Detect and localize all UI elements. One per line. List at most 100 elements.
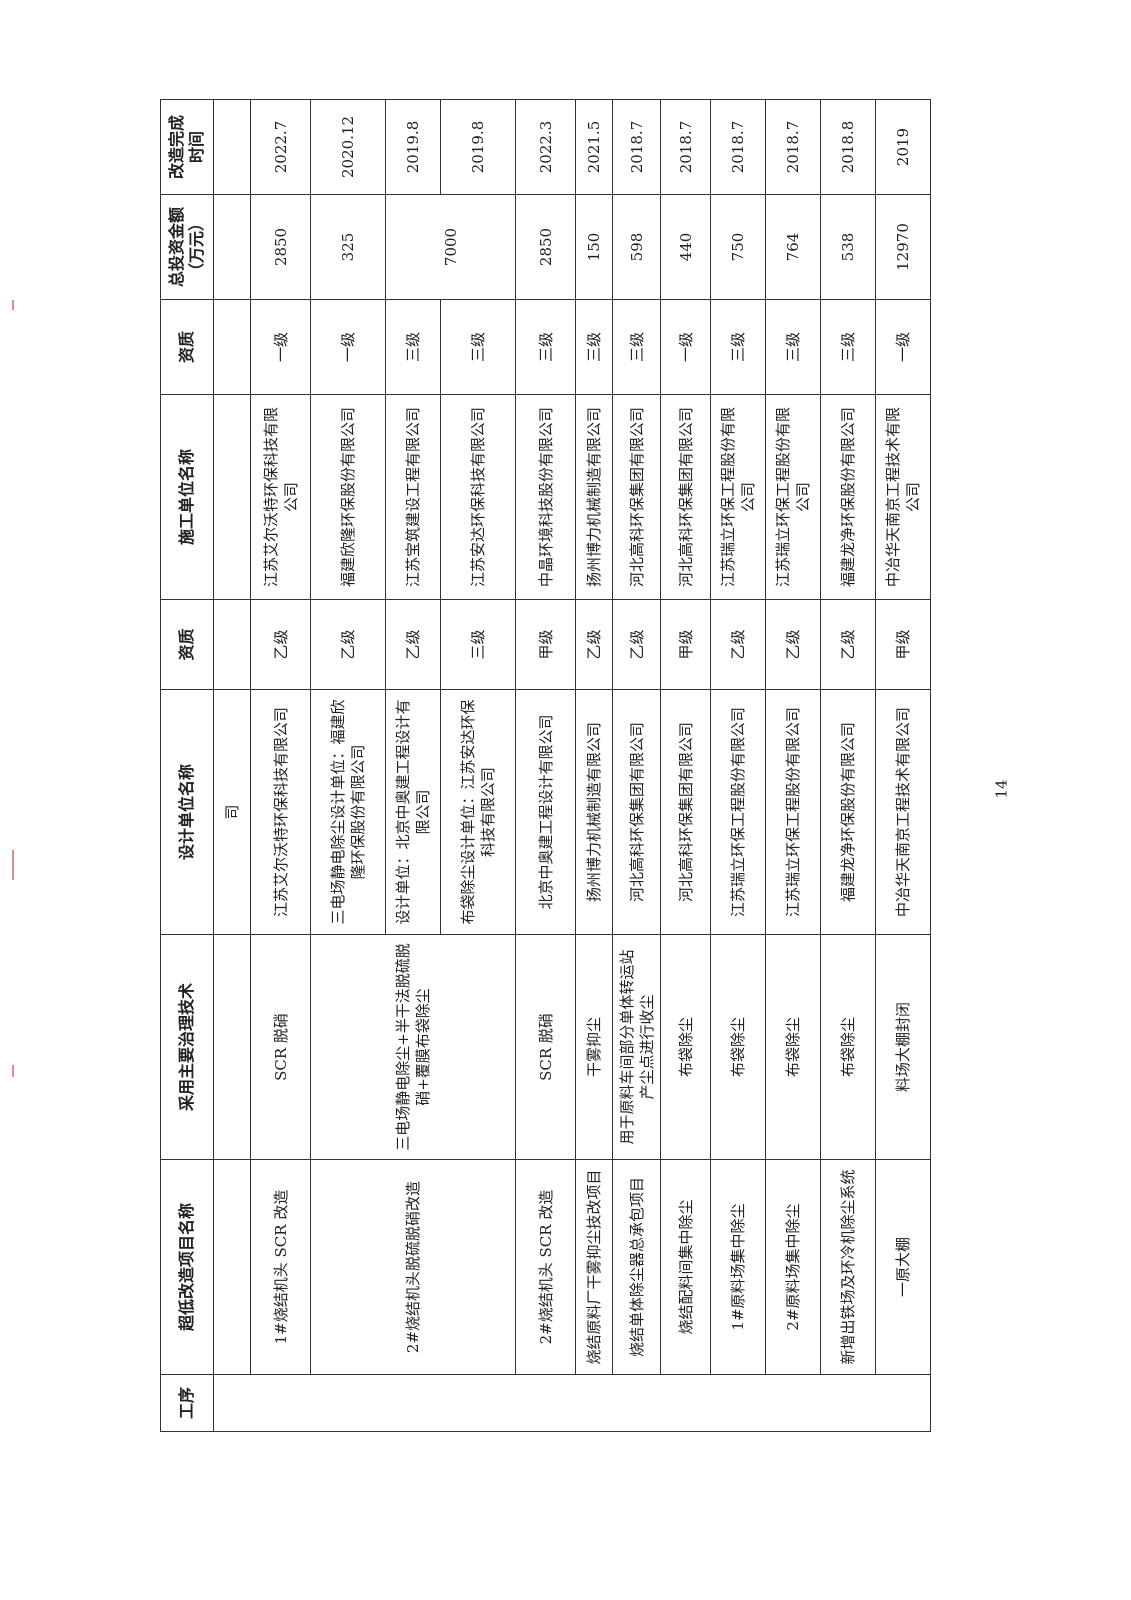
builder-cell: 中晶环境科技股份有限公司 [515,394,576,600]
date-cell: 2018.7 [710,99,766,195]
process-cell [213,1374,931,1432]
builder-cell: 河北高科环保集团有限公司 [660,394,711,600]
invest-cell: 750 [710,194,766,300]
invest-cell: 2850 [515,194,576,300]
tech-cell: 料场大棚封闭 [875,934,931,1160]
tech-cell: 三电场静电除尘+半干法脱硫脱硝+覆膜布袋除尘 [310,934,516,1160]
date-cell: 2022.3 [515,99,576,195]
project-cell: 2#烧结机头脱硫脱硝改造 [310,1159,516,1375]
design-cell: 河北高科环保集团有限公司 [612,689,661,935]
builder-cell: 福建欣隆环保股份有限公司 [310,394,386,600]
invest-cell: 2850 [250,194,311,300]
builder-cell: 江苏瑞立环保工程股份有限公司 [765,394,821,600]
date-cell: 2019.8 [385,99,441,195]
table-row: 1#烧结机头 SCR 改造 SCR 脱硝 江苏艾尔沃特环保科技有限公司 乙级 江… [250,99,311,1432]
header-design-qual: 资质 [160,599,214,690]
invest-cell: 440 [660,194,711,300]
builder-qual-cell: 三级 [515,299,576,395]
header-tech: 采用主要治理技术 [160,934,214,1160]
tech-cell: SCR 脱硝 [515,934,576,1160]
builder-qual-cell: 一级 [875,299,931,395]
builder-cell: 中冶华天南京工程技术有限公司 [875,394,931,600]
renovation-projects-table: 工序 超低改造项目名称 采用主要治理技术 设计单位名称 资质 施工单位名称 资质… [160,99,931,1432]
date-cell: 2018.7 [612,99,661,195]
design-cell: 中冶华天南京工程技术有限公司 [875,689,931,935]
builder-qual-cell: 一级 [250,299,311,395]
project-cell: 1#烧结机头 SCR 改造 [250,1159,311,1375]
builder-qual-cell: 三级 [385,299,441,395]
table-row: 烧结单体除尘器总承包项目 用于原料车间部分单体转运站产尘点进行收尘 河北高科环保… [612,99,661,1432]
design-cell: 江苏艾尔沃特环保科技有限公司 [250,689,311,935]
invest-cell: 325 [310,194,386,300]
project-cell: 2#原料场集中除尘 [765,1159,821,1375]
builder-qual-cell: 三级 [710,299,766,395]
design-qual-cell: 乙级 [310,599,386,690]
table-row: 2#烧结机头 SCR 改造 SCR 脱硝 北京中奥建工程设计有限公司 甲级 中晶… [515,99,576,1432]
date-cell: 2022.7 [250,99,311,195]
date-cell: 2018.8 [820,99,876,195]
date-cell: 2020.12 [310,99,386,195]
tech-cell: 用于原料车间部分单体转运站产尘点进行收尘 [612,934,661,1160]
header-builder: 施工单位名称 [160,394,214,600]
header-process: 工序 [160,1374,214,1432]
design-qual-cell: 三级 [440,599,516,690]
rotated-table-wrapper: 工序 超低改造项目名称 采用主要治理技术 设计单位名称 资质 施工单位名称 资质… [160,99,931,1432]
invest-cell: 12970 [875,194,931,300]
page-number: 14 [992,779,1011,799]
design-qual-cell: 乙级 [710,599,766,690]
tech-cell: 布袋除尘 [710,934,766,1160]
project-cell: 2#烧结机头 SCR 改造 [515,1159,576,1375]
project-cell: 1#原料场集中除尘 [710,1159,766,1375]
table-row: 1#原料场集中除尘 布袋除尘 江苏瑞立环保工程股份有限公司 乙级 江苏瑞立环保工… [710,99,766,1432]
project-cell: 烧结配料间集中除尘 [660,1159,711,1375]
builder-cell: 江苏艾尔沃特环保科技有限公司 [250,394,311,600]
table-row: 一原大棚 料场大棚封闭 中冶华天南京工程技术有限公司 甲级 中冶华天南京工程技术… [875,99,931,1432]
design-cell: 布袋除尘设计单位：江苏安达环保科技有限公司 [440,689,516,935]
design-cell: 福建龙净环保股份有限公司 [820,689,876,935]
design-cell: 设计单位：北京中奥建工程设计有限公司 [385,689,441,935]
header-date: 改造完成时间 [160,99,214,195]
builder-cell: 江苏宝筑建设工程有限公司 [385,394,441,600]
scan-mark [12,850,14,880]
design-qual-cell: 甲级 [875,599,931,690]
builder-qual-cell: 三级 [612,299,661,395]
table-row: 烧结原料厂干雾抑尘技改项目 干雾抑尘 扬州博力机械制造有限公司 乙级 扬州博力机… [575,99,613,1432]
date-cell: 2019.8 [440,99,516,195]
header-project: 超低改造项目名称 [160,1159,214,1375]
builder-qual-cell: 三级 [820,299,876,395]
builder-qual-cell: 一级 [310,299,386,395]
continuation-row: 司 [213,99,931,1432]
design-qual-cell: 乙级 [612,599,661,690]
design-qual-cell: 乙级 [250,599,311,690]
design-cell: 扬州博力机械制造有限公司 [575,689,613,935]
scan-mark [12,1065,14,1077]
design-qual-cell: 甲级 [515,599,576,690]
design-cell: 三电场静电除尘设计单位：福建欣隆环保股份有限公司 [310,689,386,935]
builder-cell: 河北高科环保集团有限公司 [612,394,661,600]
builder-cell: 江苏安达环保科技有限公司 [440,394,516,600]
builder-qual-cell: 一级 [660,299,711,395]
design-cell: 江苏瑞立环保工程股份有限公司 [710,689,766,935]
header-row: 工序 超低改造项目名称 采用主要治理技术 设计单位名称 资质 施工单位名称 资质… [160,99,214,1432]
tech-cell: SCR 脱硝 [250,934,311,1160]
invest-cell: 538 [820,194,876,300]
invest-cell: 764 [765,194,821,300]
design-cell: 北京中奥建工程设计有限公司 [515,689,576,935]
builder-cell: 江苏瑞立环保工程股份有限公司 [710,394,766,600]
date-cell: 2018.7 [765,99,821,195]
project-cell: 烧结原料厂干雾抑尘技改项目 [575,1159,613,1375]
design-qual-cell: 乙级 [575,599,613,690]
project-cell: 烧结单体除尘器总承包项目 [612,1159,661,1375]
table-row: 2#烧结机头脱硫脱硝改造 三电场静电除尘+半干法脱硫脱硝+覆膜布袋除尘 三电场静… [310,99,516,1432]
tech-cell: 布袋除尘 [820,934,876,1160]
design-qual-cell: 乙级 [820,599,876,690]
design-qual-cell: 乙级 [765,599,821,690]
tech-cell: 布袋除尘 [765,934,821,1160]
date-cell: 2018.7 [660,99,711,195]
tech-cell: 干雾抑尘 [575,934,613,1160]
date-cell: 2021.5 [575,99,613,195]
builder-cell: 福建龙净环保股份有限公司 [820,394,876,600]
header-design: 设计单位名称 [160,689,214,935]
design-cell: 河北高科环保集团有限公司 [660,689,711,935]
table-row: 2#原料场集中除尘 布袋除尘 江苏瑞立环保工程股份有限公司 乙级 江苏瑞立环保工… [765,99,821,1432]
